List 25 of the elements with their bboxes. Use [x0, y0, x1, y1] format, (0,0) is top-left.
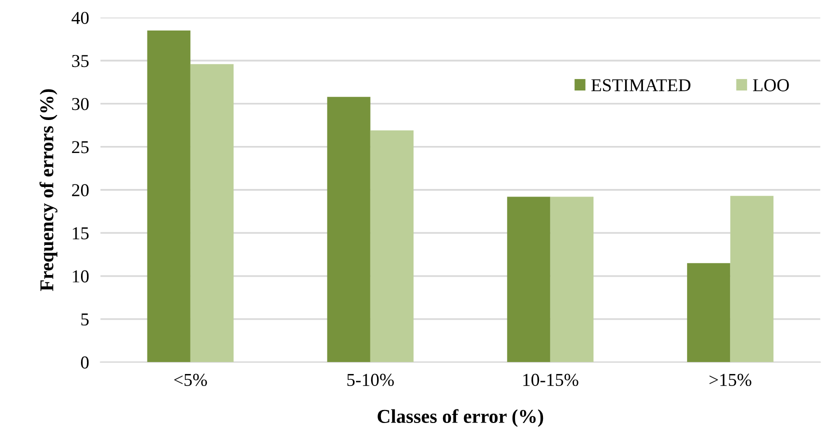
y-tick-label: 15 — [72, 227, 89, 240]
y-tick-label: 35 — [72, 54, 89, 68]
bar — [730, 196, 774, 362]
y-axis-title: Frequency of errors (%) — [40, 89, 58, 291]
bar — [190, 64, 234, 362]
bar — [370, 130, 414, 362]
x-tick-label: <5% — [174, 374, 207, 386]
x-axis-title: Classes of error (%) — [378, 409, 544, 427]
y-tick-label: 10 — [72, 270, 89, 282]
legend-label: LOO — [753, 79, 789, 92]
x-tick-label: 10-15% — [523, 374, 578, 386]
y-tick-label: 30 — [72, 98, 89, 110]
bar — [507, 196, 550, 362]
y-tick-label: 0 — [80, 356, 89, 369]
bar — [550, 196, 594, 362]
y-tick-label: 25 — [72, 141, 89, 154]
legend-label: ESTIMATED — [591, 79, 690, 92]
x-tick-label: 5-10% — [347, 374, 394, 386]
y-tick-label: 40 — [72, 12, 89, 24]
y-tick-label: 5 — [81, 314, 89, 326]
bar — [327, 96, 370, 362]
bar — [687, 263, 730, 362]
x-tick-label: >15% — [710, 374, 752, 386]
bar — [147, 30, 190, 362]
y-tick-label: 20 — [72, 184, 89, 196]
